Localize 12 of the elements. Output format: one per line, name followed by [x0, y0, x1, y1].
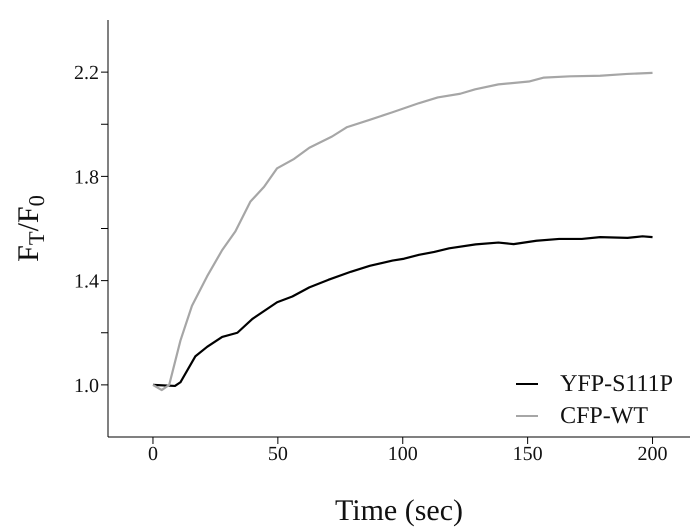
x-tick-label: 100	[388, 443, 418, 466]
legend-label: YFP-S111P	[560, 370, 673, 398]
x-tick-label: 150	[512, 443, 543, 466]
y-tick-label: 1.4	[74, 270, 99, 293]
x-axis-title: Time (sec)	[334, 494, 464, 527]
x-tick-label: 0	[148, 443, 158, 466]
y-tick-label: 1.8	[74, 166, 99, 188]
legend-label: CFP-WT	[560, 402, 648, 430]
y-tick-label: 1.0	[74, 374, 99, 397]
y-tick-label: 2.2	[74, 62, 99, 84]
x-tick-label: 50	[268, 443, 288, 466]
x-tick-label: 200	[638, 443, 668, 466]
